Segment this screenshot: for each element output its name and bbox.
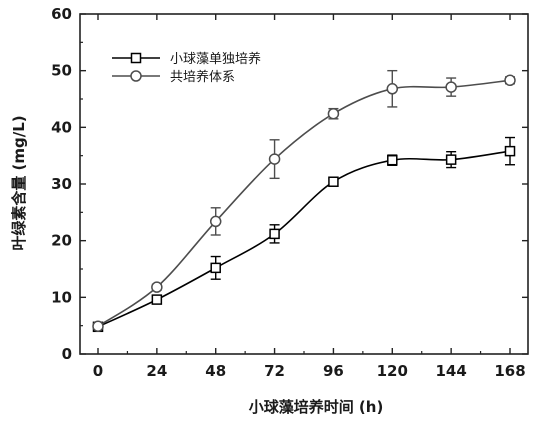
x-tick-label: 96 [323,362,344,380]
series-2 [92,69,516,332]
axes-frame [79,13,529,355]
y-axis-title: 叶绿素含量 (mg/L) [10,115,28,250]
y-tick-label: 30 [51,175,72,193]
data-point-circle [92,320,104,332]
data-point-square [151,294,163,305]
legend-label: 共培养体系 [170,69,235,85]
data-point-circle [268,153,281,165]
legend-label: 小球藻单独培养 [170,51,261,67]
data-point-circle [151,281,163,293]
data-point-circle [327,107,340,120]
data-point-square [328,176,339,187]
x-tick-label: 48 [205,362,226,380]
series-layer [92,69,516,333]
y-tick-label: 50 [51,62,72,80]
y-tick-label: 0 [62,345,72,363]
data-point-circle [209,215,222,228]
data-point-square [445,154,457,165]
y-axis-ticks: 0 10 20 30 40 50 60 [51,5,528,363]
x-tick-label: 0 [93,362,103,380]
series-line [97,79,511,327]
y-tick-label: 40 [51,118,72,136]
x-tick-label: 120 [377,362,408,380]
data-point-circle [504,74,516,87]
y-tick-label: 10 [51,288,72,306]
data-point-circle [445,81,457,93]
x-axis-title: 小球藻培养时间 (h) [249,398,384,416]
data-point-square [269,228,280,240]
x-tick-label: 144 [435,362,466,380]
data-point-square [210,262,221,274]
data-point-square [387,154,398,166]
legend-marker-square [130,52,142,64]
y-tick-label: 20 [51,232,72,250]
y-tick-label: 60 [51,5,72,23]
data-point-square [504,145,516,157]
legend-marker-circle [130,70,142,82]
x-tick-label: 24 [146,362,167,380]
plot-frame [79,13,529,355]
x-axis-ticks: 0 24 48 72 96 120 144 168 [93,14,526,380]
series-1 [92,136,516,333]
x-tick-label: 72 [264,362,285,380]
x-tick-label: 168 [494,362,525,380]
data-point-circle [386,83,399,95]
